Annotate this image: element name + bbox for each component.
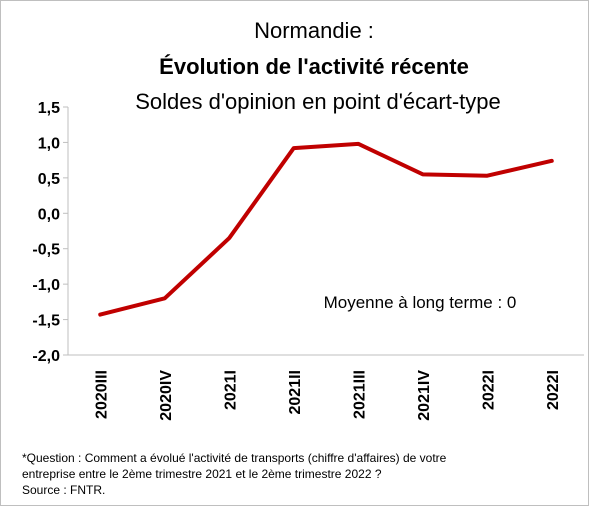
y-tick-label: -1,0 [32, 277, 60, 294]
footnote: entreprise entre le 2ème trimestre 2021 … [22, 467, 382, 481]
annotation: Moyenne à long terme : 0 [324, 293, 517, 312]
y-tick-label: -2,0 [32, 348, 60, 365]
x-tick-label: 2021I [222, 370, 239, 410]
x-tick-label: 2021IV [416, 370, 433, 421]
y-tick-label: 1,5 [38, 100, 60, 117]
footnote: *Question : Comment a évolué l'activité … [22, 451, 447, 465]
y-tick-label: 1,0 [38, 135, 60, 152]
y-tick-label: 0,5 [38, 171, 60, 188]
x-tick-label: 2022I [480, 370, 497, 410]
y-tick-label: -0,5 [32, 242, 60, 259]
chart-title: Normandie : [254, 18, 374, 43]
x-tick-label: 2021II [287, 370, 304, 414]
line-series [98, 141, 554, 317]
x-tick-label: 2022I [545, 370, 562, 410]
chart-subtitle: Soldes d'opinion en point d'écart-type [135, 89, 501, 114]
x-tick-label: 2021III [351, 370, 368, 419]
x-tick-label: 2020IV [158, 370, 175, 421]
chart-subtitle-bold: Évolution de l'activité récente [159, 54, 469, 79]
footnote: Source : FNTR. [22, 483, 105, 497]
y-tick-label: 0,0 [38, 206, 60, 223]
y-tick-label: -1,5 [32, 313, 60, 330]
x-tick-label: 2020III [93, 370, 110, 419]
